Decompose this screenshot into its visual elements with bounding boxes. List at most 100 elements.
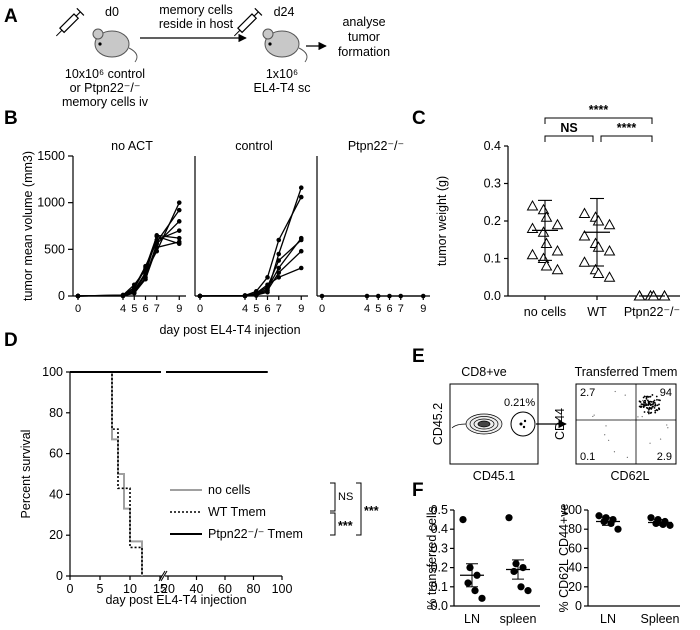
injection-right-line-2: EL4-T4 sc bbox=[254, 81, 311, 95]
panel-f2-data-point bbox=[595, 512, 603, 520]
flow-event-dot bbox=[656, 404, 659, 407]
panel-d-y-tick-label: 100 bbox=[42, 365, 63, 379]
panel-b-y-tick-label: 1000 bbox=[37, 196, 65, 210]
panel-c-data-point bbox=[537, 226, 550, 237]
panel-f1-y-tick-label: 0.4 bbox=[431, 522, 448, 536]
flow-right-y-label: CD44 bbox=[553, 408, 567, 440]
panel-f2-category-label: LN bbox=[600, 612, 616, 626]
panel-c-y-tick-label: 0.4 bbox=[484, 139, 501, 153]
panel-c-data-point bbox=[551, 263, 564, 275]
flow-event-dot bbox=[640, 405, 643, 408]
flow-event-dot bbox=[651, 405, 654, 408]
panel-b-data-point bbox=[176, 200, 182, 205]
flow-event-dot bbox=[647, 401, 650, 404]
panel-b-data-point bbox=[298, 237, 304, 243]
flow-event-dot bbox=[666, 424, 668, 426]
quadrant-top-right-value: 94 bbox=[660, 387, 672, 399]
flow-right-plot-frame bbox=[575, 383, 677, 465]
arrow-label-line-1: memory cells bbox=[159, 3, 233, 17]
panel-c-y-tick-label: 0.3 bbox=[484, 177, 501, 191]
flow-event-dot bbox=[657, 399, 660, 401]
panel-f2-data-point bbox=[666, 521, 674, 529]
flow-event-dot bbox=[648, 395, 651, 398]
panel-c-data-point bbox=[592, 214, 605, 226]
panel-c-y-tick-label: 0.2 bbox=[484, 214, 501, 228]
panel-b-x-tick-label: 0 bbox=[197, 303, 203, 315]
panel-d-x-tick-label: 100 bbox=[272, 582, 293, 596]
flow-event-dot bbox=[654, 403, 657, 406]
panel-c-data-point bbox=[603, 218, 616, 230]
panel-f1-data-point bbox=[505, 514, 513, 522]
panel-b-data-point bbox=[176, 235, 182, 241]
panel-b-data-point bbox=[298, 248, 304, 254]
panel-b-data-point bbox=[276, 251, 282, 257]
panel-letter-f: F bbox=[412, 480, 424, 501]
panel-b-series-line bbox=[77, 235, 180, 297]
flow-event-dot bbox=[626, 456, 628, 458]
panel-b-x-tick-label: 4 bbox=[242, 303, 248, 315]
panel-b-x-axis-label: day post EL4-T4 injection bbox=[159, 323, 300, 337]
panel-b-data-point bbox=[253, 290, 259, 296]
panel-b-data-point bbox=[131, 286, 137, 291]
flow-event-dot bbox=[643, 411, 646, 413]
panel-b-data-point bbox=[265, 282, 270, 288]
panel-b-data-point bbox=[420, 293, 426, 299]
panel-b-x-tick-label: 6 bbox=[142, 303, 148, 315]
panel-f1-category-label: spleen bbox=[500, 612, 537, 626]
panel-f1-category-label: LN bbox=[464, 612, 480, 626]
panel-f1-y-tick-label: 0.2 bbox=[431, 561, 448, 575]
quadrant-top-left-value: 2.7 bbox=[580, 387, 595, 399]
panel-b-data-point bbox=[154, 245, 160, 250]
flow-event-dot bbox=[624, 394, 626, 396]
panel-d-x-tick-label: 40 bbox=[190, 582, 204, 596]
panel-b-data-point bbox=[319, 293, 325, 299]
syringe-icon-left bbox=[55, 7, 85, 37]
panel-c-significance-label: NS bbox=[560, 121, 577, 135]
panel-f2-y-axis-label: % CD62L CD44+ve bbox=[557, 503, 571, 612]
panel-b-series-line bbox=[199, 239, 302, 297]
panel-c-significance-bracket bbox=[600, 135, 653, 142]
outcome-line-2: tumor bbox=[348, 30, 380, 44]
panel-d-x-axis-label: day post EL4-T4 injection bbox=[105, 593, 246, 607]
flow-event-dot bbox=[643, 402, 645, 404]
flow-event-dot bbox=[641, 416, 643, 418]
flow-event-dot bbox=[645, 403, 647, 406]
injection-left-line-3: memory cells iv bbox=[62, 95, 149, 109]
panel-b-data-point bbox=[176, 219, 182, 224]
flow-event-dot bbox=[653, 399, 656, 402]
flow-gate-percent: 0.21% bbox=[504, 397, 535, 409]
flow-event-dot bbox=[608, 439, 610, 441]
day-0-label: d0 bbox=[105, 5, 119, 19]
flow-event-dot bbox=[642, 396, 645, 399]
flow-event-dot bbox=[653, 401, 656, 404]
panel-d-y-tick-label: 0 bbox=[56, 569, 63, 583]
mouse-icon-right bbox=[262, 28, 308, 63]
flow-right-x-label: CD62L bbox=[611, 469, 650, 483]
panel-b-data-point bbox=[298, 185, 304, 191]
quadrant-bottom-right-value: 2.9 bbox=[657, 451, 672, 463]
panel-f1-data-point bbox=[459, 516, 467, 524]
panel-f1-data-point bbox=[466, 564, 474, 572]
panel-c-y-tick-label: 0.0 bbox=[484, 289, 501, 303]
panel-c-data-point bbox=[551, 218, 564, 230]
panel-b-data-point bbox=[197, 293, 203, 299]
flow-event-dot bbox=[629, 419, 631, 421]
panel-c-category-label: Ptpn22⁻/⁻ bbox=[624, 305, 680, 319]
panel-f2-y-tick-label: 80 bbox=[568, 522, 582, 536]
panel-f2-y-tick-label: 40 bbox=[568, 561, 582, 575]
panel-f1-data-point bbox=[478, 594, 486, 602]
panel-d-survival-line bbox=[70, 371, 143, 576]
panel-f2-data-point bbox=[647, 514, 655, 522]
panel-d-x-tick-label: 60 bbox=[218, 582, 232, 596]
panel-c-data-point bbox=[540, 259, 553, 271]
flow-event-dot bbox=[593, 414, 595, 416]
arrow-label-line-2: reside in host bbox=[159, 17, 234, 31]
panel-letter-b: B bbox=[4, 108, 18, 129]
panel-c-significance-label: **** bbox=[589, 103, 609, 117]
panel-b-data-point bbox=[375, 293, 381, 299]
outcome-line-3: formation bbox=[338, 45, 390, 59]
panel-c-data-point bbox=[592, 267, 605, 278]
flow-event-dot bbox=[652, 400, 655, 403]
